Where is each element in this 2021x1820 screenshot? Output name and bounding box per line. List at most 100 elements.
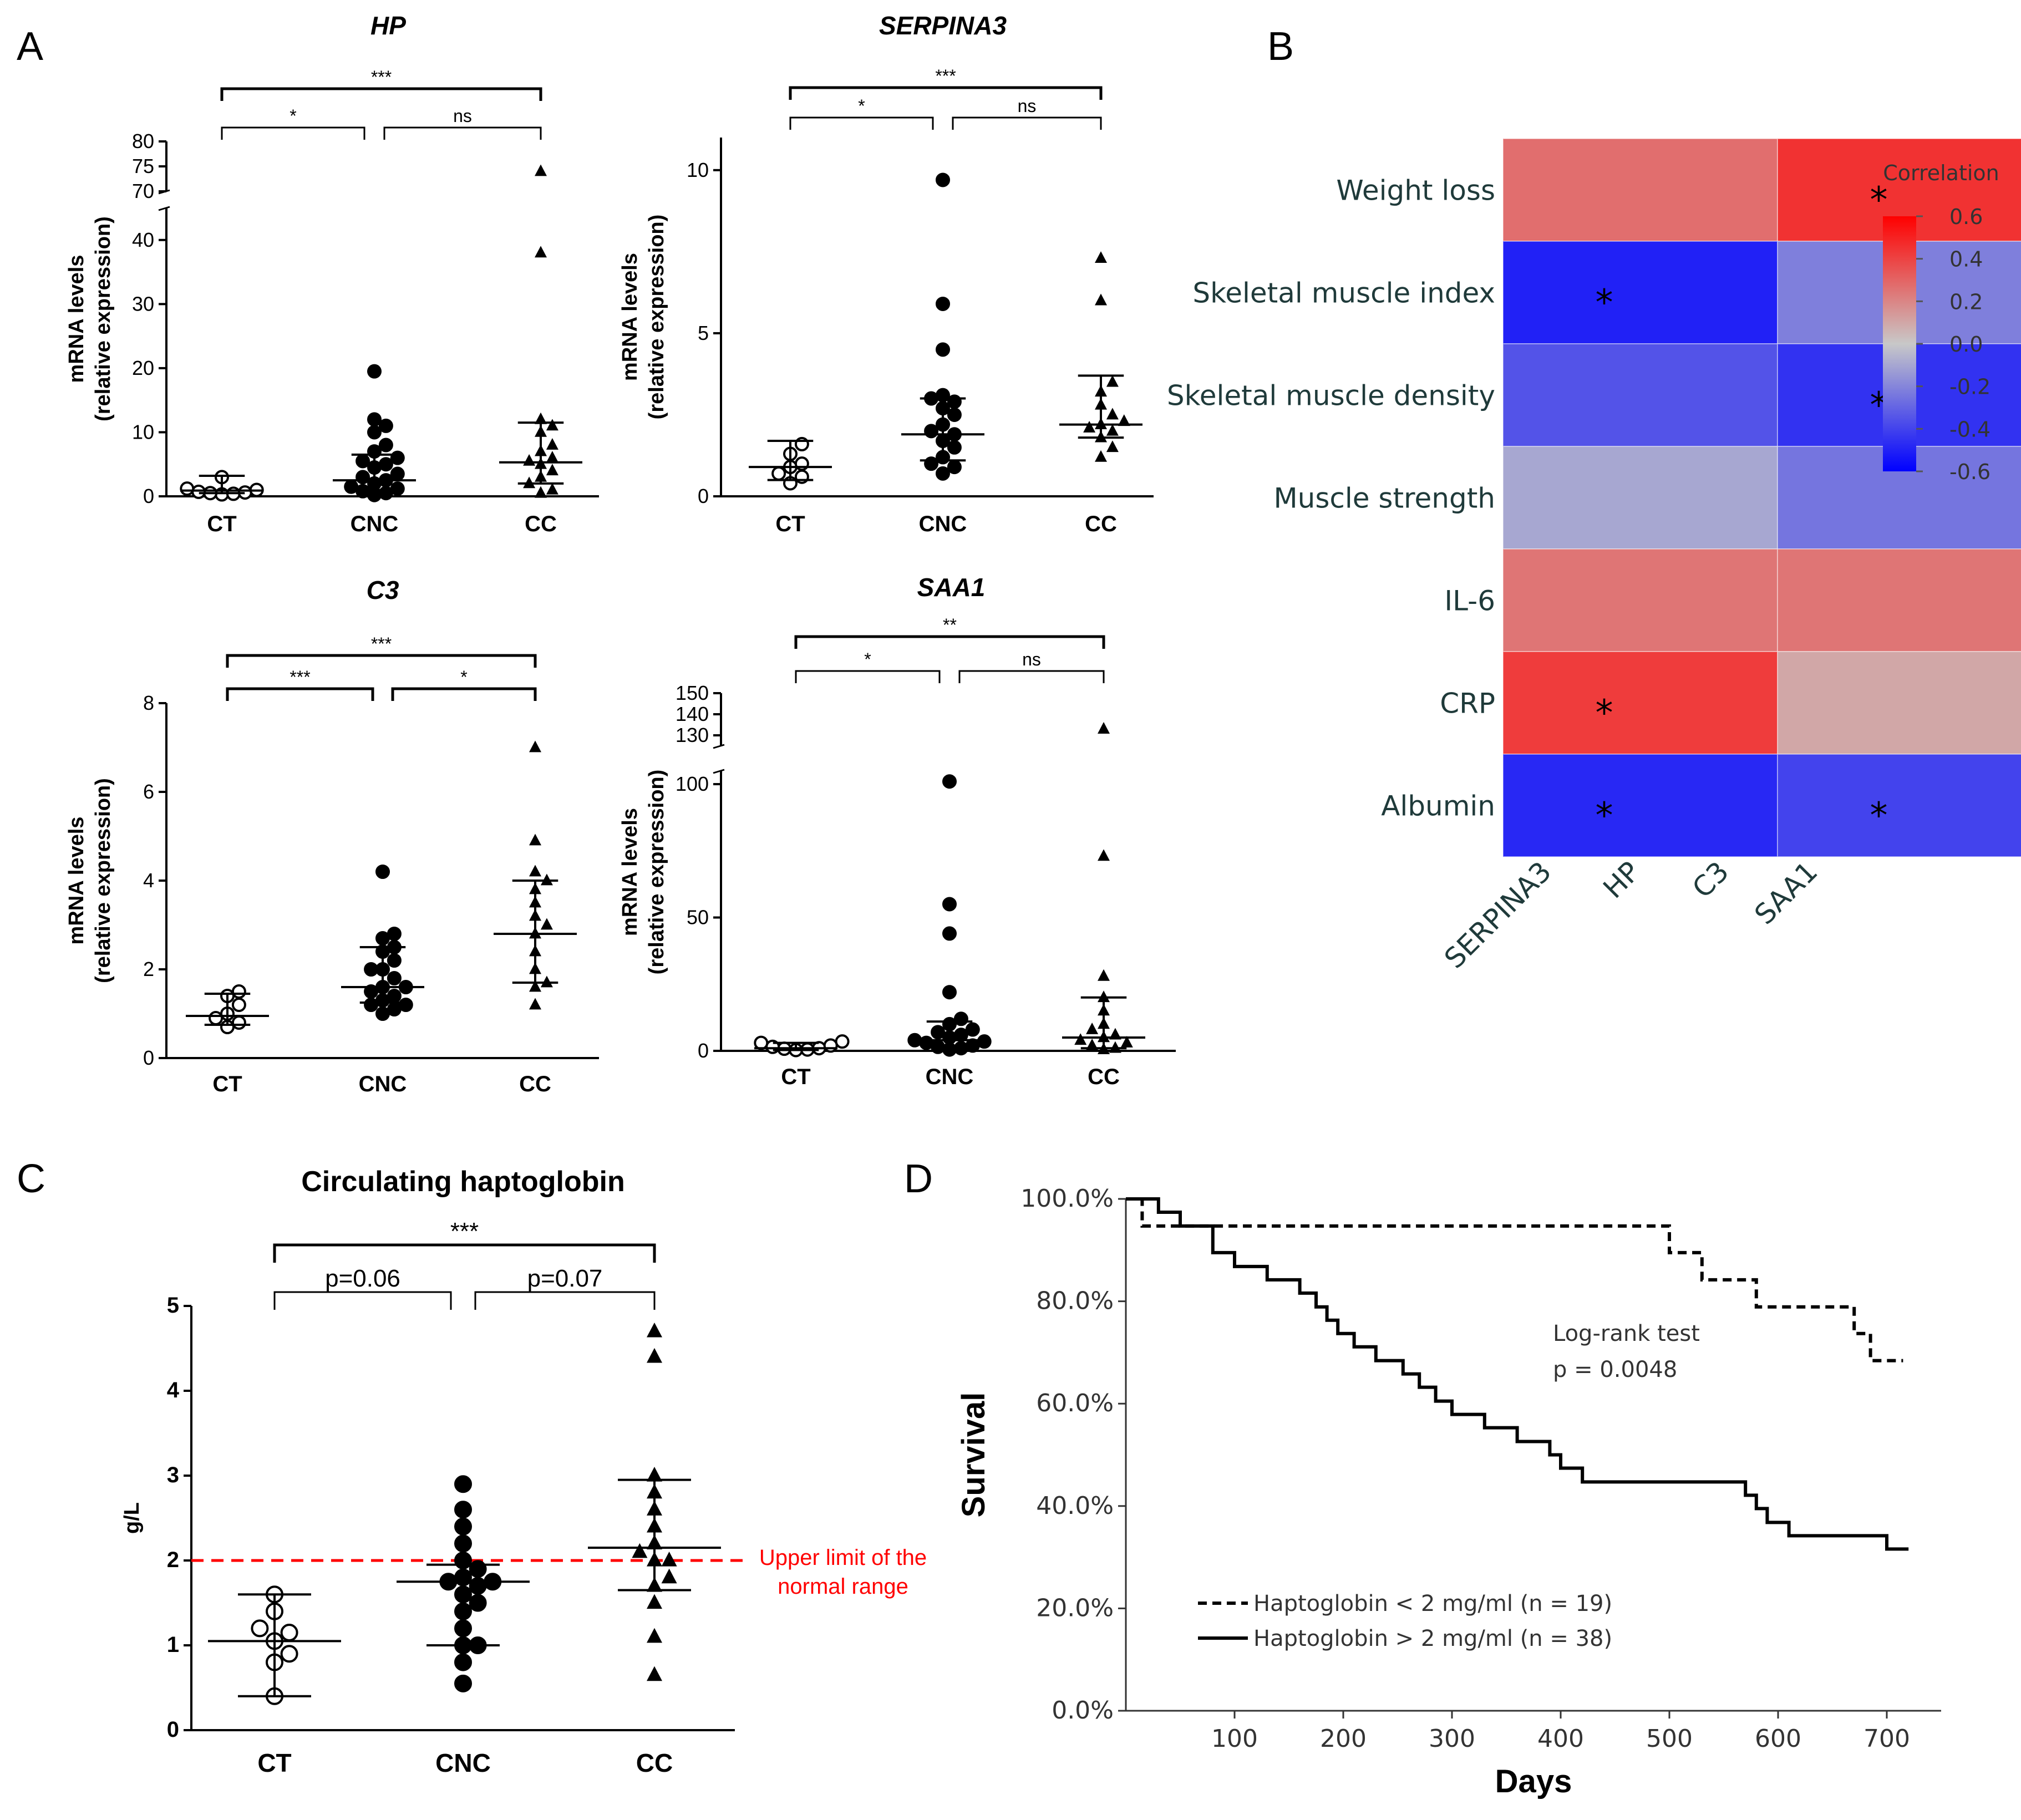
data-point-circle bbox=[942, 926, 957, 941]
chart-title: HP bbox=[370, 11, 406, 40]
data-point-triangle bbox=[546, 451, 558, 463]
y-tick-label: 5 bbox=[698, 322, 709, 344]
heatmap-cell bbox=[1502, 138, 1778, 242]
y-tick-label: 0 bbox=[698, 485, 709, 507]
significance-label: * bbox=[858, 96, 865, 116]
heatmap-row-label: IL-6 bbox=[1444, 585, 1495, 617]
x-category-label: CT bbox=[207, 512, 236, 536]
heatmap-cell bbox=[1502, 343, 1778, 447]
data-point-circle bbox=[454, 1475, 472, 1493]
significance-bracket bbox=[226, 654, 537, 668]
x-category-label: CC bbox=[1088, 1065, 1120, 1089]
significance-bracket bbox=[795, 670, 941, 683]
y-tick-label: 0 bbox=[143, 485, 154, 507]
y-tick-label: 10 bbox=[687, 159, 709, 181]
significance-bracket bbox=[474, 1291, 656, 1310]
survival-curve-high-haptoglobin bbox=[1126, 1197, 1909, 1551]
y-tick-label: 140 bbox=[676, 703, 709, 725]
chart-title: SERPINA3 bbox=[879, 11, 1007, 40]
data-point-circle bbox=[356, 454, 370, 469]
data-point-circle bbox=[387, 953, 402, 968]
y-tick-label: 0.0% bbox=[1052, 1696, 1114, 1725]
heatmap-significance: * bbox=[1870, 180, 1888, 221]
colorbar-title: Correlation bbox=[1883, 161, 1999, 185]
data-point-triangle bbox=[647, 1322, 662, 1338]
data-point-open-circle bbox=[251, 1619, 269, 1638]
heatmap-significance: * bbox=[1596, 283, 1613, 324]
data-point-circle bbox=[454, 1501, 472, 1519]
data-point-triangle bbox=[1083, 420, 1096, 433]
data-point-circle bbox=[390, 481, 405, 496]
panel-label-b: B bbox=[1267, 24, 1294, 69]
data-point-triangle bbox=[1095, 293, 1107, 306]
data-point-circle bbox=[469, 1577, 487, 1595]
legend-label: Haptoglobin > 2 mg/ml (n = 38) bbox=[1253, 1626, 1612, 1651]
y-tick-label: 10 bbox=[132, 420, 154, 443]
significance-label: * bbox=[864, 649, 871, 669]
data-point-triangle bbox=[535, 246, 547, 258]
data-point-triangle bbox=[546, 438, 558, 450]
significance-bracket bbox=[273, 1291, 452, 1310]
y-tick-label: 0 bbox=[698, 1039, 709, 1062]
y-axis-label: (relative expression) bbox=[645, 770, 668, 975]
data-point-triangle bbox=[529, 865, 541, 877]
data-point-triangle bbox=[1106, 440, 1119, 453]
y-tick-label: 2 bbox=[143, 958, 154, 980]
data-point-triangle bbox=[1095, 251, 1107, 263]
data-point-triangle bbox=[546, 464, 558, 476]
data-point-triangle bbox=[647, 1666, 662, 1681]
data-point-circle bbox=[947, 407, 962, 422]
data-point-circle bbox=[942, 774, 957, 789]
data-point-circle bbox=[364, 962, 379, 977]
y-tick-label: 1 bbox=[167, 1633, 179, 1657]
x-category-label: CNC bbox=[351, 512, 399, 536]
y-tick-label: 4 bbox=[167, 1378, 180, 1402]
y-tick-label: 8 bbox=[143, 692, 154, 714]
significance-label: * bbox=[290, 106, 296, 126]
data-point-open-circle bbox=[191, 484, 206, 499]
data-point-circle bbox=[387, 989, 402, 1003]
y-tick-label: 6 bbox=[143, 780, 154, 803]
data-point-triangle bbox=[647, 1467, 662, 1482]
heatmap-row-label: Skeletal muscle index bbox=[1192, 277, 1495, 309]
y-axis-label: mRNA levels bbox=[618, 808, 642, 936]
heatmap-column-label: HP bbox=[1597, 855, 1647, 904]
x-tick-label: 100 bbox=[1211, 1725, 1258, 1753]
significance-label: ns bbox=[1022, 649, 1041, 669]
y-tick-label: 100.0% bbox=[1020, 1184, 1114, 1213]
heatmap-cell bbox=[1502, 548, 1778, 652]
data-point-triangle bbox=[661, 1568, 677, 1584]
x-tick-label: 700 bbox=[1863, 1725, 1910, 1753]
x-tick-label: 400 bbox=[1537, 1725, 1584, 1753]
y-tick-label: 4 bbox=[143, 869, 154, 892]
data-point-circle bbox=[454, 1517, 472, 1536]
data-point-triangle bbox=[529, 998, 541, 1010]
significance-bracket bbox=[794, 635, 1105, 649]
colorbar-tick-label: 0.6 bbox=[1949, 205, 1983, 229]
significance-label: p=0.07 bbox=[527, 1265, 603, 1292]
data-point-circle bbox=[356, 484, 370, 499]
data-point-triangle bbox=[1074, 1033, 1087, 1045]
heatmap-cell bbox=[1777, 651, 2021, 755]
heatmap-column-label: C3 bbox=[1686, 855, 1735, 904]
colorbar-tick-label: -0.2 bbox=[1949, 375, 1990, 399]
y-tick-label: 70 bbox=[132, 180, 154, 202]
heatmap-significance: * bbox=[1870, 796, 1888, 837]
x-category-label: CC bbox=[525, 512, 557, 536]
data-point-circle bbox=[936, 342, 950, 357]
x-category-label: CNC bbox=[919, 512, 967, 536]
heatmap-cell bbox=[1502, 651, 1778, 755]
data-point-triangle bbox=[1109, 1041, 1121, 1053]
data-point-triangle bbox=[523, 454, 536, 466]
data-point-circle bbox=[367, 412, 382, 427]
y-tick-label: 5 bbox=[167, 1293, 179, 1318]
data-point-circle bbox=[387, 927, 402, 941]
data-point-triangle bbox=[529, 833, 541, 846]
data-point-triangle bbox=[647, 1348, 662, 1363]
x-tick-label: 300 bbox=[1429, 1725, 1475, 1753]
data-point-circle bbox=[936, 466, 950, 481]
data-point-circle bbox=[378, 418, 393, 433]
data-point-triangle bbox=[647, 1628, 662, 1643]
